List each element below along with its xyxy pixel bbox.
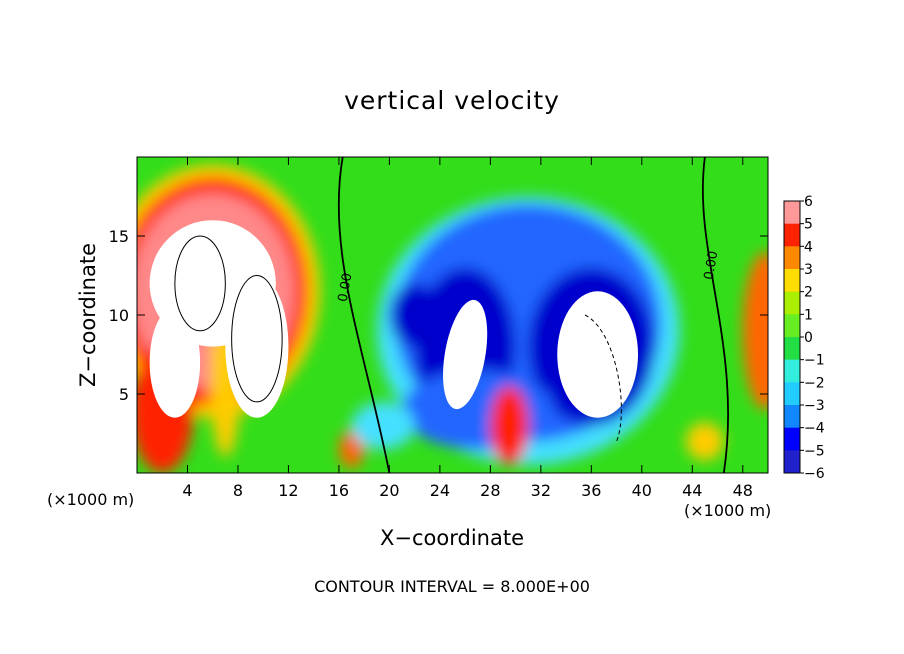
contour-ring — [231, 275, 283, 403]
updraft-mid — [490, 386, 529, 466]
zero-contour-left — [337, 157, 391, 473]
colorbar-swatch — [784, 405, 800, 429]
contour-lines — [174, 235, 283, 403]
x-unit-right: (×1000 m) — [684, 501, 772, 520]
colorbar-swatch — [784, 359, 800, 383]
colorbar-swatch — [784, 223, 800, 247]
contour-interval-note: CONTOUR INTERVAL = 8.000E+00 — [314, 577, 590, 596]
saturated-updraft-3 — [225, 275, 289, 418]
zero-contour-right — [701, 157, 730, 473]
colorbar-label: −5 — [804, 443, 825, 459]
y-tick-label: 15 — [109, 227, 129, 246]
x-tick-label: 36 — [581, 481, 601, 500]
colorbar: 6 5 4 3 2 1 0 −1 −2 −3 −4 −5 −6 — [783, 194, 825, 482]
x-tick-label: 8 — [233, 481, 243, 500]
x-tick-label: 20 — [379, 481, 399, 500]
colorbar-swatch — [784, 201, 800, 225]
x-tick-label: 24 — [430, 481, 450, 500]
downdraft-small — [351, 401, 415, 450]
colorbar-swatch — [784, 314, 800, 338]
contour-label: 0.00 — [336, 272, 356, 303]
x-tick-label: 12 — [278, 481, 298, 500]
colorbar-label: 5 — [804, 217, 813, 233]
updraft-right — [742, 251, 768, 410]
y-tick-label: 10 — [109, 306, 129, 325]
contour-label: 0.00 — [702, 250, 722, 281]
colorbar-swatch — [784, 427, 800, 451]
x-tick-label: 48 — [733, 481, 753, 500]
colorbar-swatch — [784, 246, 800, 270]
colorbar-label: −1 — [804, 353, 825, 369]
saturated-downdraft-a — [443, 299, 488, 410]
saturated-updraft-2 — [149, 307, 201, 418]
colorbar-label: 4 — [804, 239, 813, 255]
colorbar-label: 6 — [804, 194, 813, 210]
colorbar-label: −2 — [804, 375, 825, 391]
contour-ring — [174, 235, 226, 332]
colorbar-swatch — [784, 269, 800, 293]
x-unit-left: (×1000 m) — [47, 490, 135, 509]
colorbar-label: −6 — [804, 466, 825, 482]
colorbar-swatch — [784, 337, 800, 361]
x-tick-label: 28 — [480, 481, 500, 500]
colorbar-swatch — [784, 450, 800, 474]
chart-title: vertical velocity — [344, 86, 560, 115]
x-axis-label: X−coordinate — [380, 526, 524, 550]
y-tick-label: 5 — [119, 385, 129, 404]
x-tick-label: 32 — [531, 481, 551, 500]
colorbar-label: 2 — [804, 285, 813, 301]
colorbar-label: 1 — [804, 307, 813, 323]
colorbar-swatch — [784, 382, 800, 406]
colorbar-label: 0 — [804, 330, 813, 346]
colorbar-label: 3 — [804, 262, 813, 278]
updraft-right-low — [685, 422, 724, 461]
velocity-field: 0.00 0.00 — [137, 157, 768, 473]
colorbar-swatch — [784, 291, 800, 315]
x-tick-label: 4 — [182, 481, 192, 500]
colorbar-label: −3 — [804, 398, 825, 414]
x-tick-label: 44 — [682, 481, 702, 500]
x-tick-label: 40 — [632, 481, 652, 500]
saturated-downdraft-b — [557, 291, 639, 418]
colorbar-label: −4 — [804, 421, 825, 437]
y-axis-label: Z−coordinate — [76, 243, 100, 387]
downdraft-core-c — [389, 283, 440, 347]
x-tick-label: 16 — [329, 481, 349, 500]
